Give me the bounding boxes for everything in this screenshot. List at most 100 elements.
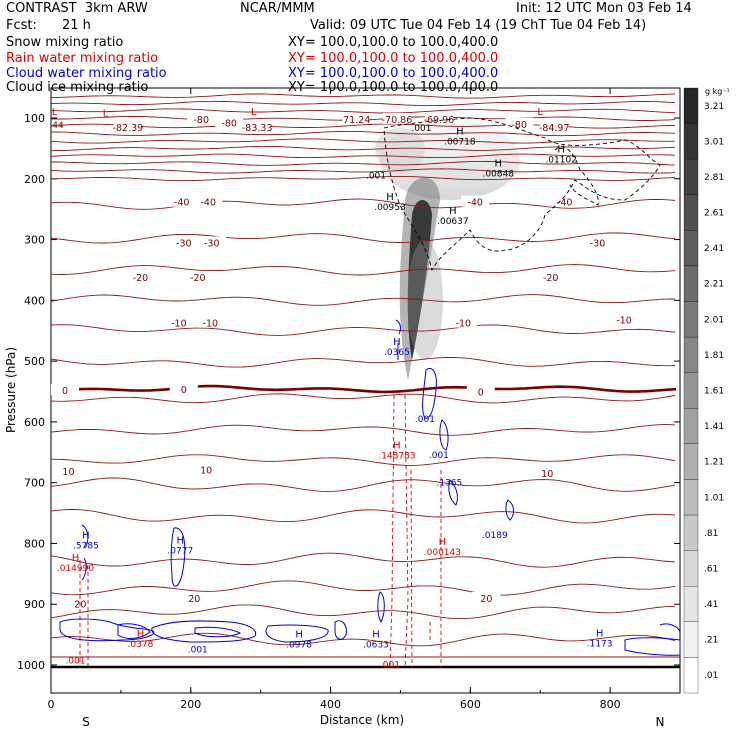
extremum-value: .00637 bbox=[437, 217, 469, 227]
temp-label-bg bbox=[113, 120, 142, 132]
temp-label: -40 bbox=[174, 198, 190, 209]
extremum-value: .0365 bbox=[384, 348, 410, 358]
axes: 0 200 400 600 800100200300400500600700800900… bbox=[17, 88, 680, 711]
isotherm bbox=[51, 130, 676, 137]
temp-label-bg bbox=[50, 384, 79, 396]
temp-label: 10 bbox=[541, 469, 553, 480]
colorbar-unit: g kg⁻¹ bbox=[705, 87, 730, 96]
isotherm bbox=[51, 477, 676, 492]
temp-label-bg bbox=[215, 116, 244, 128]
temp-label: 0 bbox=[478, 387, 484, 398]
y-tick-label: 1000 bbox=[17, 659, 45, 672]
temp-label: -40 bbox=[200, 198, 216, 209]
temp-label-bg bbox=[550, 195, 579, 207]
colorbar-swatch bbox=[683, 230, 699, 267]
temp-label: -70.86 bbox=[382, 115, 413, 126]
temp-label: -69.96 bbox=[424, 115, 455, 126]
isotherm bbox=[51, 145, 676, 152]
temp-label: -30 bbox=[176, 238, 192, 249]
extremum-value: .000143 bbox=[424, 548, 461, 558]
extremum-marker: L bbox=[537, 107, 543, 118]
temp-label: 20 bbox=[480, 594, 492, 605]
legend-snow-xy: XY= 100.0,100.0 to 100.0,400.0 bbox=[288, 35, 499, 50]
fcst-value: 21 h bbox=[62, 18, 91, 33]
temp-label-bg bbox=[472, 591, 501, 603]
colorbar-swatch bbox=[683, 443, 699, 480]
x-tick-label: 200 bbox=[180, 698, 201, 711]
temp-label: 0 bbox=[62, 386, 68, 397]
extremum-value: .0777 bbox=[167, 546, 193, 556]
extremum-value: .001 bbox=[429, 451, 449, 461]
extremum-value: .00718 bbox=[444, 137, 476, 147]
isotherm bbox=[51, 324, 676, 336]
y-tick-label: 200 bbox=[24, 173, 45, 186]
colorbar-swatch bbox=[683, 301, 699, 338]
x-axis-label: Distance (km) bbox=[320, 713, 404, 727]
extremum-value: .0189 bbox=[482, 531, 508, 541]
temp-label-bg bbox=[466, 385, 495, 397]
cloud-ice-contour-b bbox=[554, 146, 599, 206]
legend-rain-xy: XY= 100.0,100.0 to 100.0,400.0 bbox=[288, 51, 499, 66]
temp-label: -83.33 bbox=[242, 123, 273, 134]
temp-label: -82.39 bbox=[113, 123, 144, 134]
extremum-marker: H bbox=[456, 126, 464, 137]
temp-label: -10 bbox=[203, 319, 219, 330]
temp-label-bg bbox=[536, 271, 565, 283]
extremum-marker: L bbox=[251, 107, 257, 118]
x-tick-label: 800 bbox=[600, 698, 621, 711]
temp-label-bg bbox=[382, 113, 411, 125]
colorbar-swatch bbox=[683, 514, 699, 551]
extremum-value: .001 bbox=[366, 171, 386, 181]
extremum-value: .1173 bbox=[587, 639, 613, 649]
temp-label-bg bbox=[126, 271, 155, 283]
colorbar-label: .81 bbox=[704, 529, 718, 539]
x-tick-label: 600 bbox=[460, 698, 481, 711]
isotherm bbox=[51, 100, 676, 107]
colorbar-swatch bbox=[683, 159, 699, 195]
colorbar-label: .01 bbox=[704, 671, 718, 681]
y-tick-label: 800 bbox=[24, 537, 45, 550]
extremum-value: .01102 bbox=[545, 156, 577, 166]
legend-rain-name: Rain water mixing ratio bbox=[6, 51, 159, 66]
extremum-marker: H bbox=[372, 630, 380, 641]
extremum-marker: H bbox=[137, 629, 145, 640]
isotherm bbox=[51, 160, 676, 166]
temp-label-bg bbox=[197, 236, 226, 248]
extremum-marker: H bbox=[393, 337, 401, 348]
temp-label: 10 bbox=[200, 466, 212, 477]
fcst-label: Fcst: bbox=[6, 18, 37, 33]
extremum-marker: L bbox=[103, 109, 109, 120]
org-name: NCAR/MMM bbox=[240, 1, 315, 16]
temp-label-bg bbox=[54, 464, 83, 476]
colorbar-label: 1.21 bbox=[704, 458, 724, 468]
temp-label-bg bbox=[540, 120, 569, 132]
temp-label: 10 bbox=[62, 467, 74, 478]
temp-label: -80 bbox=[511, 120, 527, 131]
y-axis-label: Pressure (hPa) bbox=[4, 347, 18, 433]
colorbar-label: .61 bbox=[704, 564, 718, 574]
extremum-marker: L bbox=[52, 107, 58, 118]
colorbar-label: 3.21 bbox=[704, 102, 724, 112]
temp-label-bg bbox=[505, 117, 534, 129]
extremum-value: .44 bbox=[49, 121, 64, 131]
isotherm bbox=[51, 393, 676, 404]
colorbar-label: 2.61 bbox=[704, 209, 724, 219]
y-tick-label: 700 bbox=[24, 477, 45, 490]
colorbar-swatch bbox=[683, 265, 699, 302]
extremum-marker: H bbox=[82, 530, 90, 541]
isotherm bbox=[51, 509, 676, 524]
extremum-value: .001 bbox=[411, 124, 431, 134]
temp-label: -40 bbox=[557, 198, 573, 209]
extremum-marker: H bbox=[449, 206, 457, 217]
temp-label-bg bbox=[192, 463, 221, 475]
colorbar-label: 2.41 bbox=[704, 244, 724, 254]
colorbar-label: 2.81 bbox=[704, 173, 724, 183]
extremum-marker: H bbox=[72, 553, 80, 564]
colorbar-swatch bbox=[683, 123, 699, 160]
isotherm bbox=[51, 424, 676, 436]
temperature-contours bbox=[51, 93, 680, 669]
y-tick-label: 600 bbox=[24, 416, 45, 429]
temp-label: -30 bbox=[590, 238, 606, 249]
isotherm bbox=[51, 232, 676, 244]
temp-label: 20 bbox=[188, 594, 200, 605]
